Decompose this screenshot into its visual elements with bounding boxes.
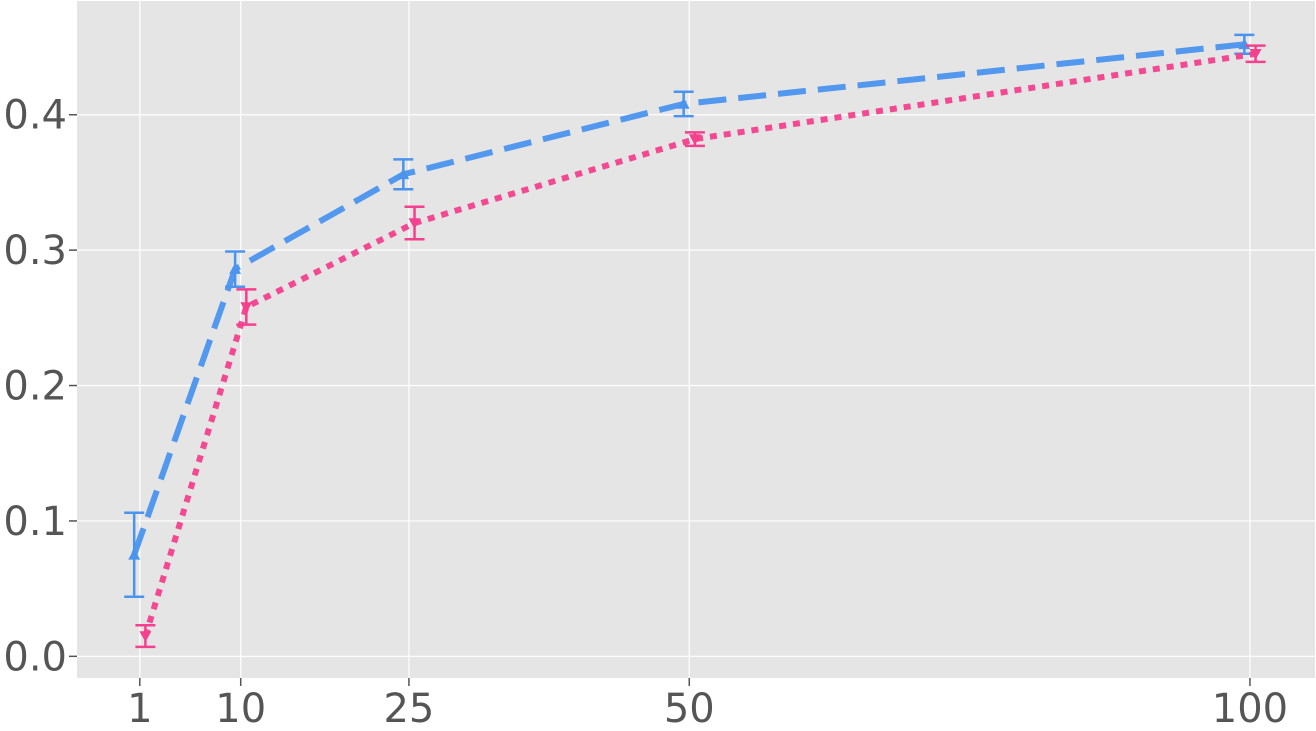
plot-background (77, 1, 1315, 678)
data-point (229, 263, 242, 274)
x-axis-ticks: 1 10 25 50 100 (127, 678, 1288, 731)
series-1 (124, 33, 1255, 599)
data-point (677, 97, 690, 109)
data-point (128, 548, 141, 560)
data-point (1249, 49, 1262, 60)
y-tick-label: 0.0 (3, 634, 67, 680)
data-point (240, 302, 253, 314)
grid-lines (77, 1, 1315, 678)
y-tick-label: 0.2 (3, 364, 67, 410)
x-tick-label: 100 (1212, 686, 1288, 731)
data-point (408, 218, 421, 230)
x-tick-label: 50 (664, 686, 715, 731)
y-tick-label: 0.4 (3, 93, 67, 139)
x-tick-label: 1 (127, 686, 152, 731)
data-point (688, 134, 701, 146)
x-tick-label: 25 (383, 686, 434, 731)
y-tick-label: 0.3 (3, 228, 67, 274)
data-point (139, 631, 152, 643)
y-axis-ticks: 0.0 0.1 0.2 0.3 0.4 (3, 93, 77, 680)
series-2 (135, 44, 1266, 649)
data-point (397, 168, 410, 180)
x-tick-label: 10 (215, 686, 266, 731)
series-layer (124, 33, 1266, 649)
y-tick-label: 0.1 (3, 499, 67, 545)
